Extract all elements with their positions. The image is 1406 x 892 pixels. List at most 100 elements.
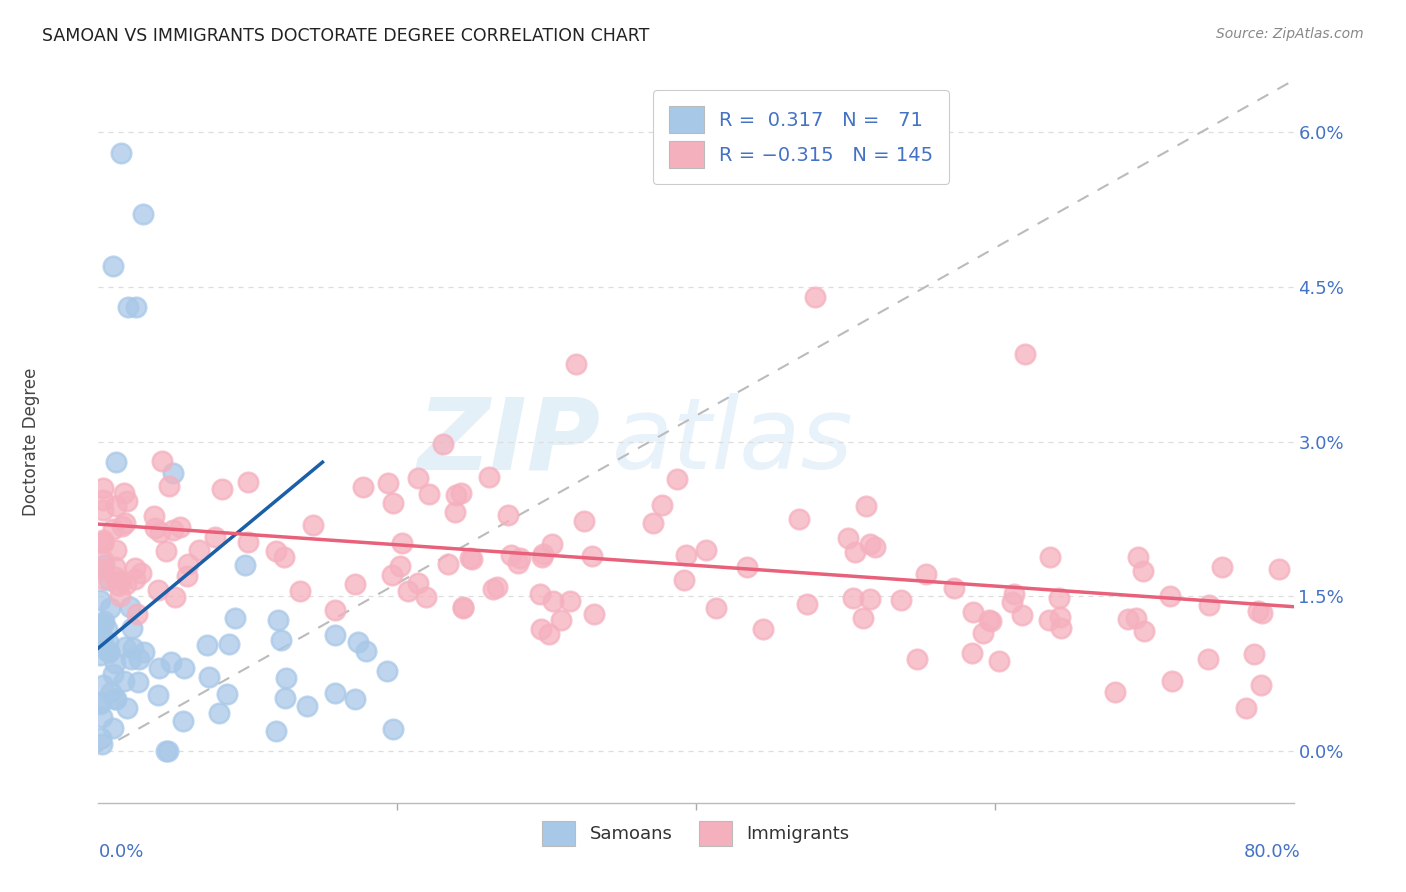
Point	[105, 499, 128, 513]
Point	[111, 519, 134, 533]
Point	[157, 744, 180, 758]
Text: atlas: atlas	[613, 393, 853, 490]
Text: ZIP: ZIP	[418, 393, 600, 490]
Point	[323, 603, 346, 617]
Point	[804, 290, 827, 304]
Point	[508, 557, 530, 571]
Point	[266, 544, 288, 558]
Point	[103, 259, 125, 273]
Point	[444, 505, 467, 519]
Point	[695, 543, 717, 558]
Point	[1001, 595, 1024, 609]
Point	[863, 540, 886, 554]
Point	[105, 691, 128, 706]
Point	[1132, 624, 1154, 638]
Point	[224, 610, 246, 624]
Point	[90, 731, 112, 746]
Point	[735, 559, 758, 574]
Point	[415, 591, 437, 605]
Point	[1197, 651, 1219, 665]
Point	[155, 744, 177, 758]
Point	[842, 591, 865, 605]
Point	[960, 646, 983, 660]
Point	[531, 547, 554, 561]
Point	[105, 455, 128, 469]
Point	[509, 550, 531, 565]
Point	[155, 544, 177, 558]
Point	[915, 566, 938, 581]
Point	[110, 574, 132, 588]
Point	[93, 642, 115, 657]
Point	[453, 601, 475, 615]
Point	[418, 487, 440, 501]
Point	[91, 572, 114, 586]
Point	[675, 548, 697, 562]
Point	[104, 657, 127, 671]
Point	[90, 737, 112, 751]
Point	[208, 706, 231, 721]
Text: Source: ZipAtlas.com: Source: ZipAtlas.com	[1216, 27, 1364, 41]
Point	[115, 577, 138, 591]
Point	[91, 493, 114, 508]
Point	[288, 583, 311, 598]
Point	[146, 688, 169, 702]
Point	[1132, 564, 1154, 578]
Point	[751, 622, 773, 636]
Point	[146, 583, 169, 598]
Text: Doctorate Degree: Doctorate Degree	[22, 368, 41, 516]
Point	[115, 701, 138, 715]
Point	[97, 645, 120, 659]
Point	[651, 498, 673, 512]
Point	[1250, 678, 1272, 692]
Point	[236, 475, 259, 489]
Point	[89, 592, 111, 607]
Point	[127, 674, 149, 689]
Point	[565, 357, 588, 371]
Point	[391, 536, 413, 550]
Point	[104, 559, 127, 574]
Point	[859, 592, 882, 607]
Point	[215, 687, 238, 701]
Point	[172, 714, 194, 728]
Point	[406, 575, 429, 590]
Point	[118, 600, 141, 615]
Point	[267, 614, 290, 628]
Text: 80.0%: 80.0%	[1244, 843, 1301, 861]
Point	[1159, 590, 1181, 604]
Point	[377, 475, 399, 490]
Point	[988, 654, 1011, 668]
Point	[408, 471, 430, 485]
Point	[665, 472, 688, 486]
Point	[1049, 609, 1071, 624]
Point	[128, 652, 150, 666]
Point	[1234, 701, 1257, 715]
Point	[980, 614, 1002, 628]
Point	[1125, 611, 1147, 625]
Point	[962, 605, 984, 619]
Point	[204, 530, 226, 544]
Point	[121, 621, 143, 635]
Point	[97, 573, 120, 587]
Point	[787, 511, 810, 525]
Point	[641, 516, 664, 530]
Point	[91, 617, 114, 632]
Point	[558, 594, 581, 608]
Point	[550, 613, 572, 627]
Point	[905, 652, 928, 666]
Point	[89, 648, 111, 663]
Point	[187, 543, 209, 558]
Point	[233, 558, 256, 573]
Point	[382, 722, 405, 736]
Point	[541, 537, 564, 551]
Point	[96, 622, 118, 636]
Point	[163, 590, 186, 604]
Point	[1161, 674, 1184, 689]
Point	[388, 559, 411, 574]
Point	[859, 537, 882, 551]
Point	[1198, 599, 1220, 613]
Point	[98, 645, 121, 659]
Point	[120, 651, 142, 665]
Point	[198, 670, 221, 684]
Point	[149, 525, 172, 540]
Point	[450, 486, 472, 500]
